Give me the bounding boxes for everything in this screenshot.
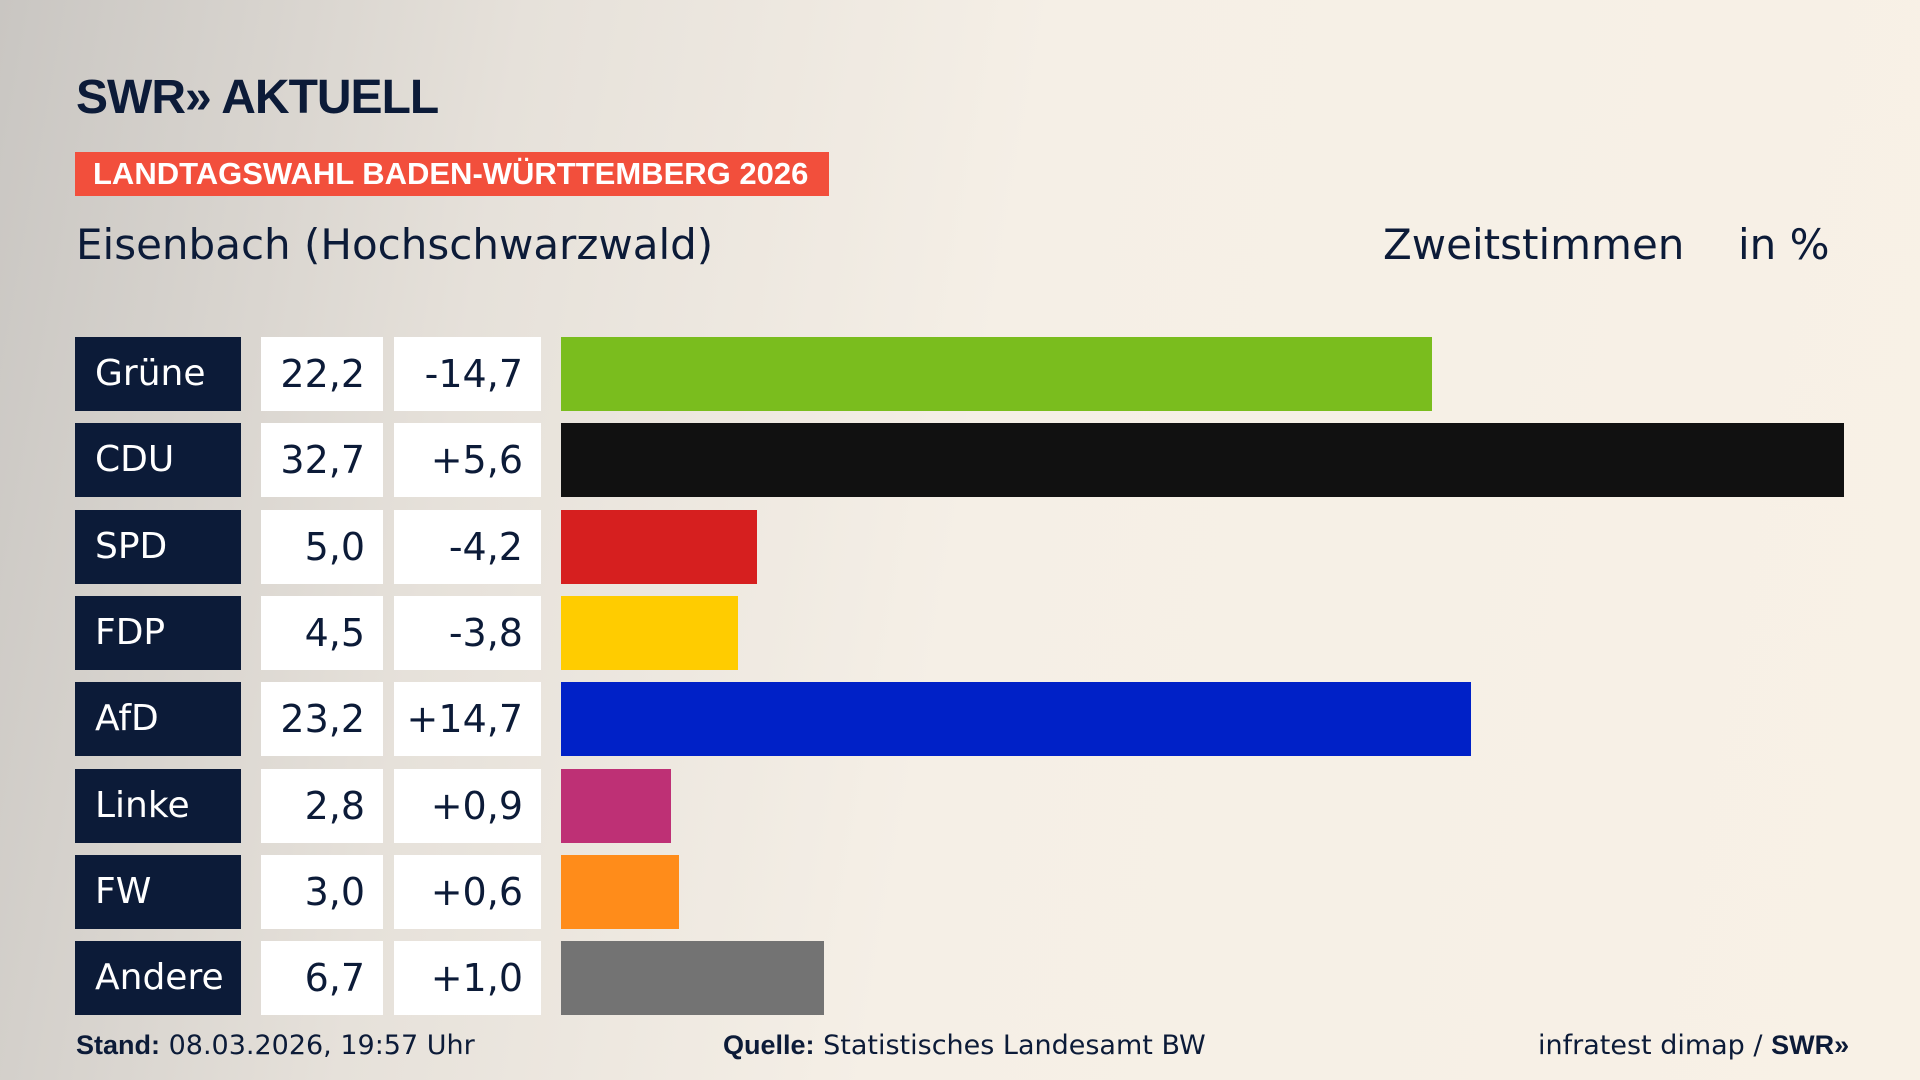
credit: infratest dimap / SWR» <box>1538 1030 1849 1061</box>
stand: Stand: 08.03.2026, 19:57 Uhr <box>76 1030 475 1061</box>
party-bar <box>561 595 738 670</box>
party-diff: -3,8 <box>394 595 541 670</box>
region-title: Eisenbach (Hochschwarzwald) <box>76 220 714 269</box>
party-row: Andere 6,7 +1,0 <box>0 941 1920 1016</box>
party-bar <box>561 509 758 584</box>
party-row: Linke 2,8 +0,9 <box>0 768 1920 843</box>
party-diff: -4,2 <box>394 509 541 584</box>
party-row: CDU 32,7 +5,6 <box>0 423 1920 498</box>
unit-label: in % <box>1738 220 1830 269</box>
party-value: 23,2 <box>261 682 383 757</box>
election-banner: LANDTAGSWAHL BADEN-WÜRTTEMBERG 2026 <box>75 152 829 196</box>
source: Quelle: Statistisches Landesamt BW <box>723 1030 1206 1061</box>
party-diff: +0,6 <box>394 854 541 929</box>
party-value: 2,8 <box>261 768 383 843</box>
party-value: 3,0 <box>261 854 383 929</box>
party-name: Linke <box>75 768 241 843</box>
party-value: 22,2 <box>261 337 383 411</box>
party-name: SPD <box>75 509 241 584</box>
party-bar <box>561 423 1844 498</box>
party-name: CDU <box>75 423 241 498</box>
party-name: Grüne <box>75 337 241 411</box>
party-bar <box>561 682 1472 757</box>
party-name: FDP <box>75 595 241 670</box>
party-bar <box>561 768 671 843</box>
party-row: FW 3,0 +0,6 <box>0 854 1920 929</box>
metric-label: Zweitstimmen <box>1383 220 1685 269</box>
swr-logo: SWR» <box>1771 1030 1850 1060</box>
party-bar <box>561 941 824 1016</box>
stand-value: 08.03.2026, 19:57 Uhr <box>160 1030 475 1061</box>
party-value: 5,0 <box>261 509 383 584</box>
credit-text: infratest dimap / <box>1538 1030 1772 1061</box>
party-value: 4,5 <box>261 595 383 670</box>
party-name: AfD <box>75 682 241 757</box>
party-bar <box>561 337 1433 411</box>
party-row: SPD 5,0 -4,2 <box>0 509 1920 584</box>
source-label: Quelle: <box>723 1030 815 1060</box>
party-diff: +1,0 <box>394 941 541 1016</box>
stand-label: Stand: <box>76 1030 160 1060</box>
party-value: 6,7 <box>261 941 383 1016</box>
party-row: FDP 4,5 -3,8 <box>0 595 1920 670</box>
party-diff: +5,6 <box>394 423 541 498</box>
party-value: 32,7 <box>261 423 383 498</box>
party-diff: +0,9 <box>394 768 541 843</box>
party-diff: +14,7 <box>394 682 541 757</box>
party-bar <box>561 854 679 929</box>
party-name: FW <box>75 854 241 929</box>
source-value: Statistisches Landesamt BW <box>814 1030 1206 1061</box>
party-row: Grüne 22,2 -14,7 <box>0 337 1920 411</box>
party-row: AfD 23,2 +14,7 <box>0 682 1920 757</box>
party-name: Andere <box>75 941 241 1016</box>
party-diff: -14,7 <box>394 337 541 411</box>
swr-aktuell-logo: SWR» AKTUELL <box>76 71 439 124</box>
